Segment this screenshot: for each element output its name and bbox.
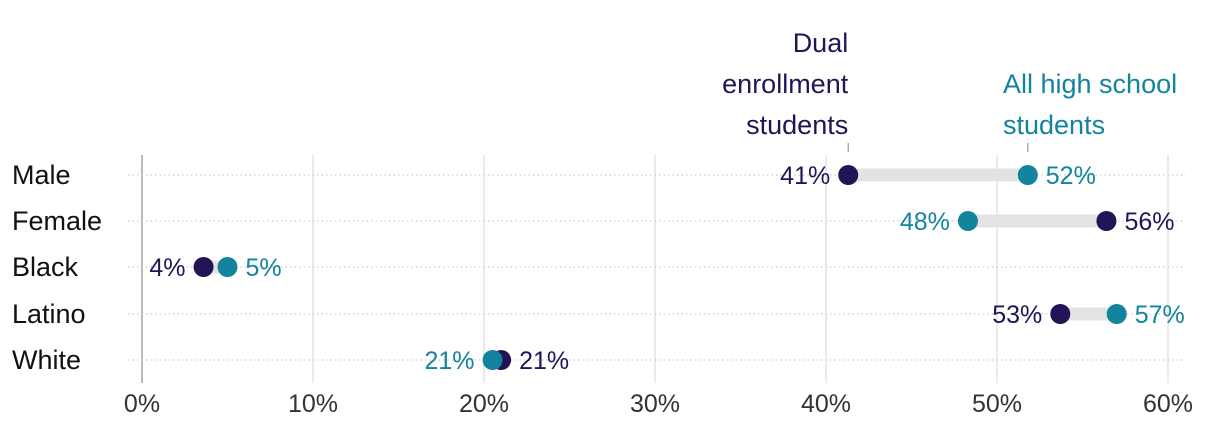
category-label: Female [12, 206, 102, 236]
dual-enrollment-value-label: 41% [780, 162, 830, 190]
x-tick-label: 40% [801, 390, 851, 418]
data-points [193, 165, 1127, 370]
all-students-value-label: 21% [425, 347, 475, 375]
legend-dual-enrollment-line: students [746, 110, 848, 140]
all-students-point [957, 211, 978, 231]
all-students-point [482, 350, 503, 370]
dual-enrollment-point [1096, 211, 1117, 231]
dual-enrollment-point [193, 257, 214, 277]
gridlines [141, 155, 1169, 383]
dual-enrollment-point [1050, 304, 1071, 324]
legend: Dual enrollment students All high school stu… [722, 28, 1177, 152]
data-labels: 41% 52% 56% 48% 4% 5% 53% 57% 21% 21% [149, 162, 1184, 375]
dual-enrollment-value-label: 21% [519, 347, 569, 375]
dual-enrollment-point [838, 165, 859, 185]
dual-enrollment-value-label: 53% [992, 301, 1042, 329]
x-tick-label: 30% [630, 390, 680, 418]
category-label: Male [12, 160, 71, 190]
category-label: Latino [12, 299, 86, 329]
all-students-value-label: 48% [900, 208, 950, 236]
all-students-point [1106, 304, 1127, 324]
x-tick-label: 50% [972, 390, 1022, 418]
category-label: White [12, 345, 81, 375]
x-tick-label: 0% [124, 390, 160, 418]
category-labels: Male Female Black Latino White [12, 160, 102, 375]
legend-dual-enrollment-line: Dual [793, 28, 849, 58]
all-students-value-label: 5% [246, 254, 282, 282]
x-tick-label: 60% [1143, 390, 1193, 418]
x-tick-label: 10% [288, 390, 338, 418]
all-students-value-label: 57% [1135, 301, 1185, 329]
category-label: Black [12, 252, 79, 282]
legend-all-students-line: All high school [1003, 69, 1177, 99]
x-tick-label: 20% [459, 390, 509, 418]
row-guide-lines [128, 174, 1186, 361]
all-students-value-label: 52% [1046, 162, 1096, 190]
dual-enrollment-value-label: 4% [149, 254, 185, 282]
dual-enrollment-value-label: 56% [1124, 208, 1174, 236]
legend-dual-enrollment-line: enrollment [722, 69, 849, 99]
all-students-point [1017, 165, 1038, 185]
all-students-point [217, 257, 238, 277]
x-axis-tick-labels: 0% 10% 20% 30% 40% 50% 60% [124, 390, 1193, 418]
legend-all-students-line: students [1003, 110, 1105, 140]
